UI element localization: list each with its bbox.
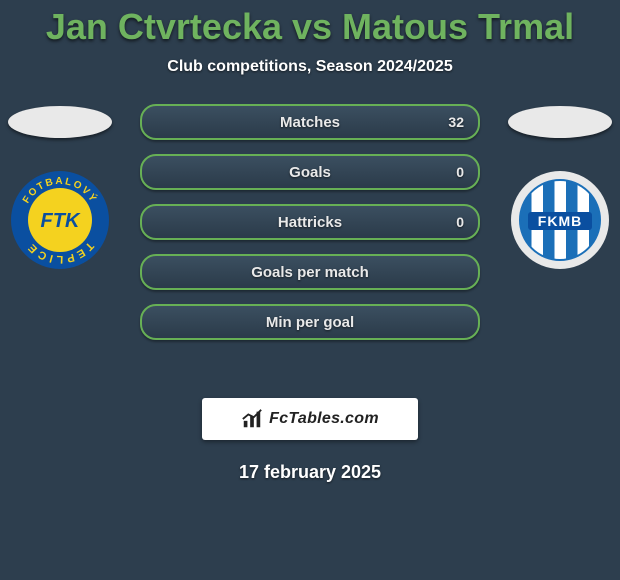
stat-value: 0 bbox=[456, 164, 464, 180]
stat-label: Min per goal bbox=[266, 314, 354, 331]
page-title: Jan Ctvrtecka vs Matous Trmal bbox=[0, 0, 620, 48]
club-crest-left: FOTBALOVÝ TEPLICE FTK bbox=[10, 170, 110, 270]
stat-label: Hattricks bbox=[278, 214, 342, 231]
stat-bar-matches: Matches 32 bbox=[140, 104, 480, 140]
snapshot-date: 17 february 2025 bbox=[0, 462, 620, 483]
mlada-boleslav-crest-icon: FKMB bbox=[510, 170, 610, 270]
comparison-body: FOTBALOVÝ TEPLICE FTK bbox=[0, 104, 620, 374]
player-left-side: FOTBALOVÝ TEPLICE FTK bbox=[0, 104, 120, 270]
stat-bar-goals: Goals 0 bbox=[140, 154, 480, 190]
chart-icon bbox=[241, 408, 263, 430]
stat-bars: Matches 32 Goals 0 Hattricks 0 Goals per… bbox=[140, 104, 480, 340]
teplice-crest-icon: FOTBALOVÝ TEPLICE FTK bbox=[10, 170, 110, 270]
player-right-side: FKMB bbox=[500, 104, 620, 270]
stat-bar-hattricks: Hattricks 0 bbox=[140, 204, 480, 240]
player-right-oval bbox=[508, 106, 612, 138]
stat-label: Goals bbox=[289, 164, 331, 181]
stat-bar-mpg: Min per goal bbox=[140, 304, 480, 340]
source-logo-text: FcTables.com bbox=[269, 410, 379, 428]
stat-label: Matches bbox=[280, 114, 340, 131]
player-left-oval bbox=[8, 106, 112, 138]
comparison-card: Jan Ctvrtecka vs Matous Trmal Club compe… bbox=[0, 0, 620, 580]
subtitle: Club competitions, Season 2024/2025 bbox=[0, 58, 620, 76]
club-crest-right: FKMB bbox=[510, 170, 610, 270]
stat-bar-gpm: Goals per match bbox=[140, 254, 480, 290]
stat-value: 32 bbox=[448, 114, 464, 130]
svg-text:FTK: FTK bbox=[41, 210, 81, 232]
source-logo: FcTables.com bbox=[202, 398, 418, 440]
stat-label: Goals per match bbox=[251, 264, 369, 281]
svg-text:FKMB: FKMB bbox=[538, 213, 582, 229]
stat-value: 0 bbox=[456, 214, 464, 230]
